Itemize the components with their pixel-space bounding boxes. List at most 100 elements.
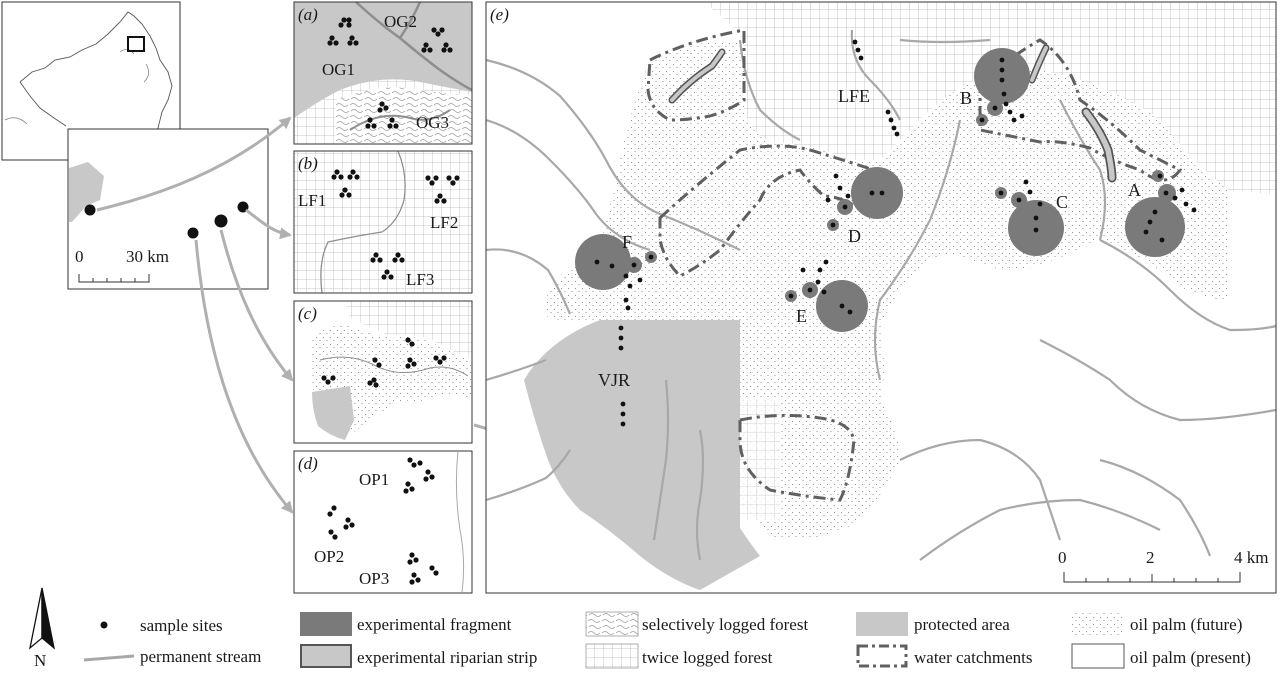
arrow-to-panel-b <box>245 208 292 240</box>
site-label-op2: OP2 <box>314 547 344 566</box>
panel-e-scalebar: 0 2 4 km <box>1058 548 1268 583</box>
legend-label-protected-area: protected area <box>914 615 1010 634</box>
fragment-d-large <box>851 167 903 219</box>
panel-b-tag: (b) <box>298 154 318 173</box>
legend-item-water-catchments: water catchments <box>856 644 1032 668</box>
legend-label-sample-sites: sample sites <box>140 616 223 635</box>
panel-e-sample-sites <box>594 39 1197 427</box>
location-point-2 <box>187 227 199 239</box>
legend-item-experimental-fragment: experimental fragment <box>300 612 512 636</box>
arrow-to-panel-c <box>219 229 294 382</box>
regional-scalebar: 0 30 km <box>75 247 169 283</box>
location-point-4 <box>237 201 249 213</box>
twice-logged-forest-lfe <box>704 2 1276 195</box>
map-label-lfe: LFE <box>838 86 870 106</box>
fragment-b-large <box>974 48 1030 104</box>
stream-swatch <box>83 654 135 662</box>
connector-arrows <box>96 116 522 514</box>
map-label-b: B <box>960 88 972 108</box>
legend-item-experimental-riparian-strip: experimental riparian strip <box>300 644 537 668</box>
panel-e: (e) LFE VJR A B C D E F 0 2 4 km <box>485 1 1277 594</box>
panel-a-sample-sites <box>327 17 453 129</box>
legend-item-protected-area: protected area <box>856 612 1010 636</box>
sample-site-swatch <box>100 621 108 629</box>
site-label-og3: OG3 <box>416 113 449 132</box>
legend-label-experimental-fragment: experimental fragment <box>357 615 512 634</box>
map-label-f: F <box>622 232 632 252</box>
riparian-strip-swatch <box>300 644 352 668</box>
site-label-lf1: LF1 <box>298 191 326 210</box>
inset-focus-box <box>127 36 145 52</box>
site-label-op1: OP1 <box>359 470 389 489</box>
map-label-c: C <box>1056 192 1068 212</box>
protected-area-swatch <box>856 612 908 636</box>
panel-a-tag: (a) <box>298 5 318 24</box>
north-arrow: N <box>29 587 55 670</box>
protected-area-vjr <box>524 320 760 590</box>
panel-d-sample-sites <box>327 457 439 585</box>
panel-e-frame <box>485 1 1277 594</box>
site-label-og2: OG2 <box>384 12 417 31</box>
legend-item-oil-palm-present: oil palm (present) <box>1071 643 1251 669</box>
legend-label-experimental-riparian-strip: experimental riparian strip <box>357 648 537 667</box>
map-label-e: E <box>796 306 807 326</box>
borneo-coastline <box>19 11 173 161</box>
fragment-swatch <box>300 612 352 636</box>
panel-a: (a) OG1 OG2 OG3 <box>293 1 473 145</box>
arrow-to-panel-d <box>194 239 294 514</box>
legend-item-twice-logged-forest: twice logged forest <box>585 643 773 669</box>
riparian-strips <box>668 44 1117 183</box>
legend-label-selectively-logged-forest: selectively logged forest <box>642 615 808 634</box>
panel-c-twice-logged <box>345 301 472 360</box>
panel-a-protected-area <box>294 2 472 118</box>
map-label-d: D <box>848 226 861 246</box>
map-label-a: A <box>1128 180 1141 200</box>
panel-c-tag: (c) <box>298 304 317 323</box>
panel-c-protected-area <box>312 386 354 440</box>
location-point-3 <box>214 214 228 228</box>
panel-b-stream <box>320 150 406 294</box>
panel-b: (b) LF1 LF2 LF3 <box>293 150 473 294</box>
panel-b-sample-sites <box>331 169 460 280</box>
site-label-og1: OG1 <box>322 60 355 79</box>
legend-item-sample-sites: sample sites <box>100 616 223 635</box>
legend-label-permanent-stream: permanent stream <box>140 647 261 666</box>
panel-e-tag: (e) <box>490 5 509 24</box>
panel-e-scalebar-label-0: 0 <box>1058 548 1067 567</box>
legend-label-twice-logged-forest: twice logged forest <box>642 648 773 667</box>
north-arrow-label: N <box>34 651 46 670</box>
twice-logged-swatch <box>585 643 639 669</box>
panel-e-scalebar-label-4km: 4 km <box>1234 548 1268 567</box>
regional-scalebar-label-0: 0 <box>75 247 84 266</box>
oil-palm-future-swatch <box>1072 612 1124 636</box>
oil-palm-present-swatch <box>1071 643 1125 669</box>
panel-d: (d) OP1 OP2 OP3 <box>293 450 473 594</box>
arrow-to-panel-a <box>96 116 292 212</box>
site-label-lf3: LF3 <box>406 270 434 289</box>
water-catchments <box>646 28 1183 502</box>
water-catchments-swatch <box>856 644 908 668</box>
permanent-streams <box>485 29 1277 561</box>
panel-c-sample-sites <box>321 337 447 388</box>
site-label-lf2: LF2 <box>430 213 458 232</box>
panel-e-scalebar-label-2: 2 <box>1146 548 1155 567</box>
fragment-a-large <box>1125 197 1185 257</box>
legend-item-oil-palm-future: oil palm (future) <box>1072 612 1242 636</box>
map-label-vjr: VJR <box>598 370 630 390</box>
fragment-f-large <box>575 234 631 290</box>
panel-c: (c) <box>293 300 473 444</box>
regional-scalebar-label-30km: 30 km <box>126 247 169 266</box>
legend-label-water-catchments: water catchments <box>914 648 1032 667</box>
legend-label-oil-palm-future: oil palm (future) <box>1130 615 1242 634</box>
legend-item-selectively-logged-forest: selectively logged forest <box>585 611 808 637</box>
site-label-op3: OP3 <box>359 569 389 588</box>
panel-d-tag: (d) <box>298 454 318 473</box>
selectively-logged-swatch <box>585 611 639 637</box>
legend: sample sites permanent stream experiment… <box>83 611 1251 669</box>
experimental-fragments <box>575 48 1185 332</box>
legend-label-oil-palm-present: oil palm (present) <box>1130 648 1251 667</box>
location-point-1 <box>84 204 96 216</box>
panel-a-stream <box>355 1 473 92</box>
legend-item-permanent-stream: permanent stream <box>83 647 261 666</box>
